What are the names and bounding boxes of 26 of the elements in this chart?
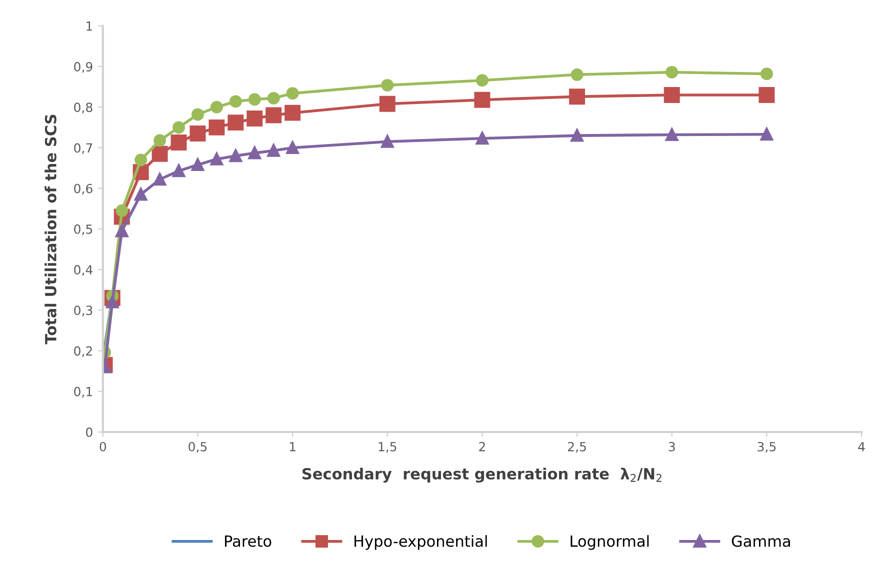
x-tick-label: 1 (290, 442, 296, 452)
y-tick-label: 1 (86, 22, 92, 31)
x-tick-label: 4 (858, 442, 865, 452)
y-tick-label: 0,8 (74, 102, 92, 114)
y-tick-label: 0,9 (74, 62, 92, 73)
y-tick-label: 0,3 (74, 306, 92, 316)
y-axis-title: Total Utilization of the SCS (44, 114, 56, 344)
x-tick-label: 2 (479, 442, 485, 452)
y-tick-label: 0 (86, 427, 92, 437)
y-tick-label: 0,7 (74, 143, 92, 154)
x-tick-label: 1,5 (378, 442, 396, 453)
legend-label: Gamma (732, 535, 790, 547)
x-tick-label: 0 (100, 442, 106, 452)
legend-label: Hypo-exponential (354, 535, 487, 550)
y-tick-label: 0,2 (74, 346, 92, 357)
x-tick-label: 3,5 (758, 442, 776, 453)
legend-label: Lognormal (570, 535, 649, 550)
y-tick-label: 0,5 (74, 224, 92, 236)
legend-label: Pareto (225, 536, 272, 547)
y-tick-label: 0,4 (74, 265, 92, 276)
x-tick-label: 0,5 (188, 442, 207, 453)
x-tick-label: 3 (668, 442, 675, 452)
y-tick-label: 0,6 (74, 184, 92, 195)
x-tick-label: 2,5 (568, 442, 586, 453)
y-tick-label: 0,1 (74, 386, 92, 398)
x-axis-title: Secondary request generation rate λ$_{2}$/N$_{2}$ (302, 468, 662, 483)
